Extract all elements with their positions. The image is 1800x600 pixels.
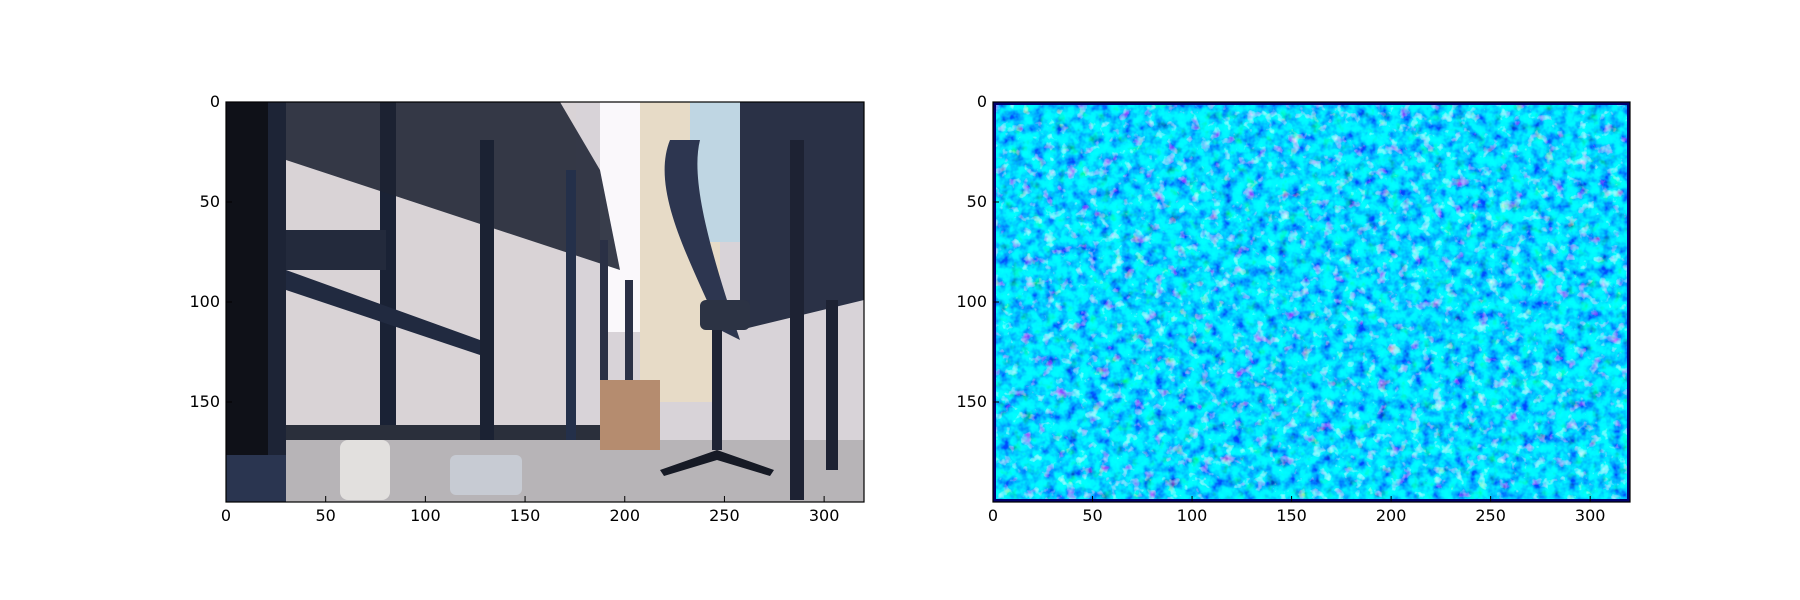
heatmap-y-tick-label: 150 <box>956 392 987 411</box>
photo-x-tick-label: 250 <box>709 506 740 525</box>
photo-image <box>226 102 864 502</box>
photo-y-tick-label: 100 <box>189 292 220 311</box>
photo-y-tick-label: 50 <box>200 192 220 211</box>
heatmap-x-tick-label: 300 <box>1575 506 1606 525</box>
heatmap-y-tick-label: 0 <box>977 92 987 111</box>
photo-x-tick-label: 300 <box>809 506 840 525</box>
heatmap-x-tick-label: 50 <box>1082 506 1102 525</box>
photo-x-tick-label: 100 <box>410 506 441 525</box>
heatmap-x-tick-label: 250 <box>1475 506 1506 525</box>
heatmap-axis-ticks: 0 50 100 150 200 250 300 0 50 100 150 <box>956 92 1605 525</box>
heatmap-x-tick-label: 0 <box>988 506 998 525</box>
heatmap-panel: 0 50 100 150 200 250 300 0 50 100 150 <box>956 92 1631 525</box>
photo-axis-ticks: 0 50 100 150 200 250 300 0 50 100 150 <box>189 92 839 525</box>
heatmap-x-tick-label: 150 <box>1276 506 1307 525</box>
photo-x-tick-label: 50 <box>316 506 336 525</box>
heatmap-y-tick-label: 50 <box>967 192 987 211</box>
heatmap-x-tick-label: 100 <box>1177 506 1208 525</box>
heatmap-y-tick-label: 100 <box>956 292 987 311</box>
photo-panel: 0 50 100 150 200 250 300 0 50 100 150 <box>189 92 865 525</box>
heatmap-image <box>993 102 1630 502</box>
photo-y-tick-label: 150 <box>189 392 220 411</box>
photo-x-tick-label: 150 <box>510 506 541 525</box>
photo-x-tick-label: 0 <box>221 506 231 525</box>
photo-y-tick-label: 0 <box>210 92 220 111</box>
photo-x-tick-label: 200 <box>609 506 640 525</box>
heatmap-x-tick-label: 200 <box>1376 506 1407 525</box>
